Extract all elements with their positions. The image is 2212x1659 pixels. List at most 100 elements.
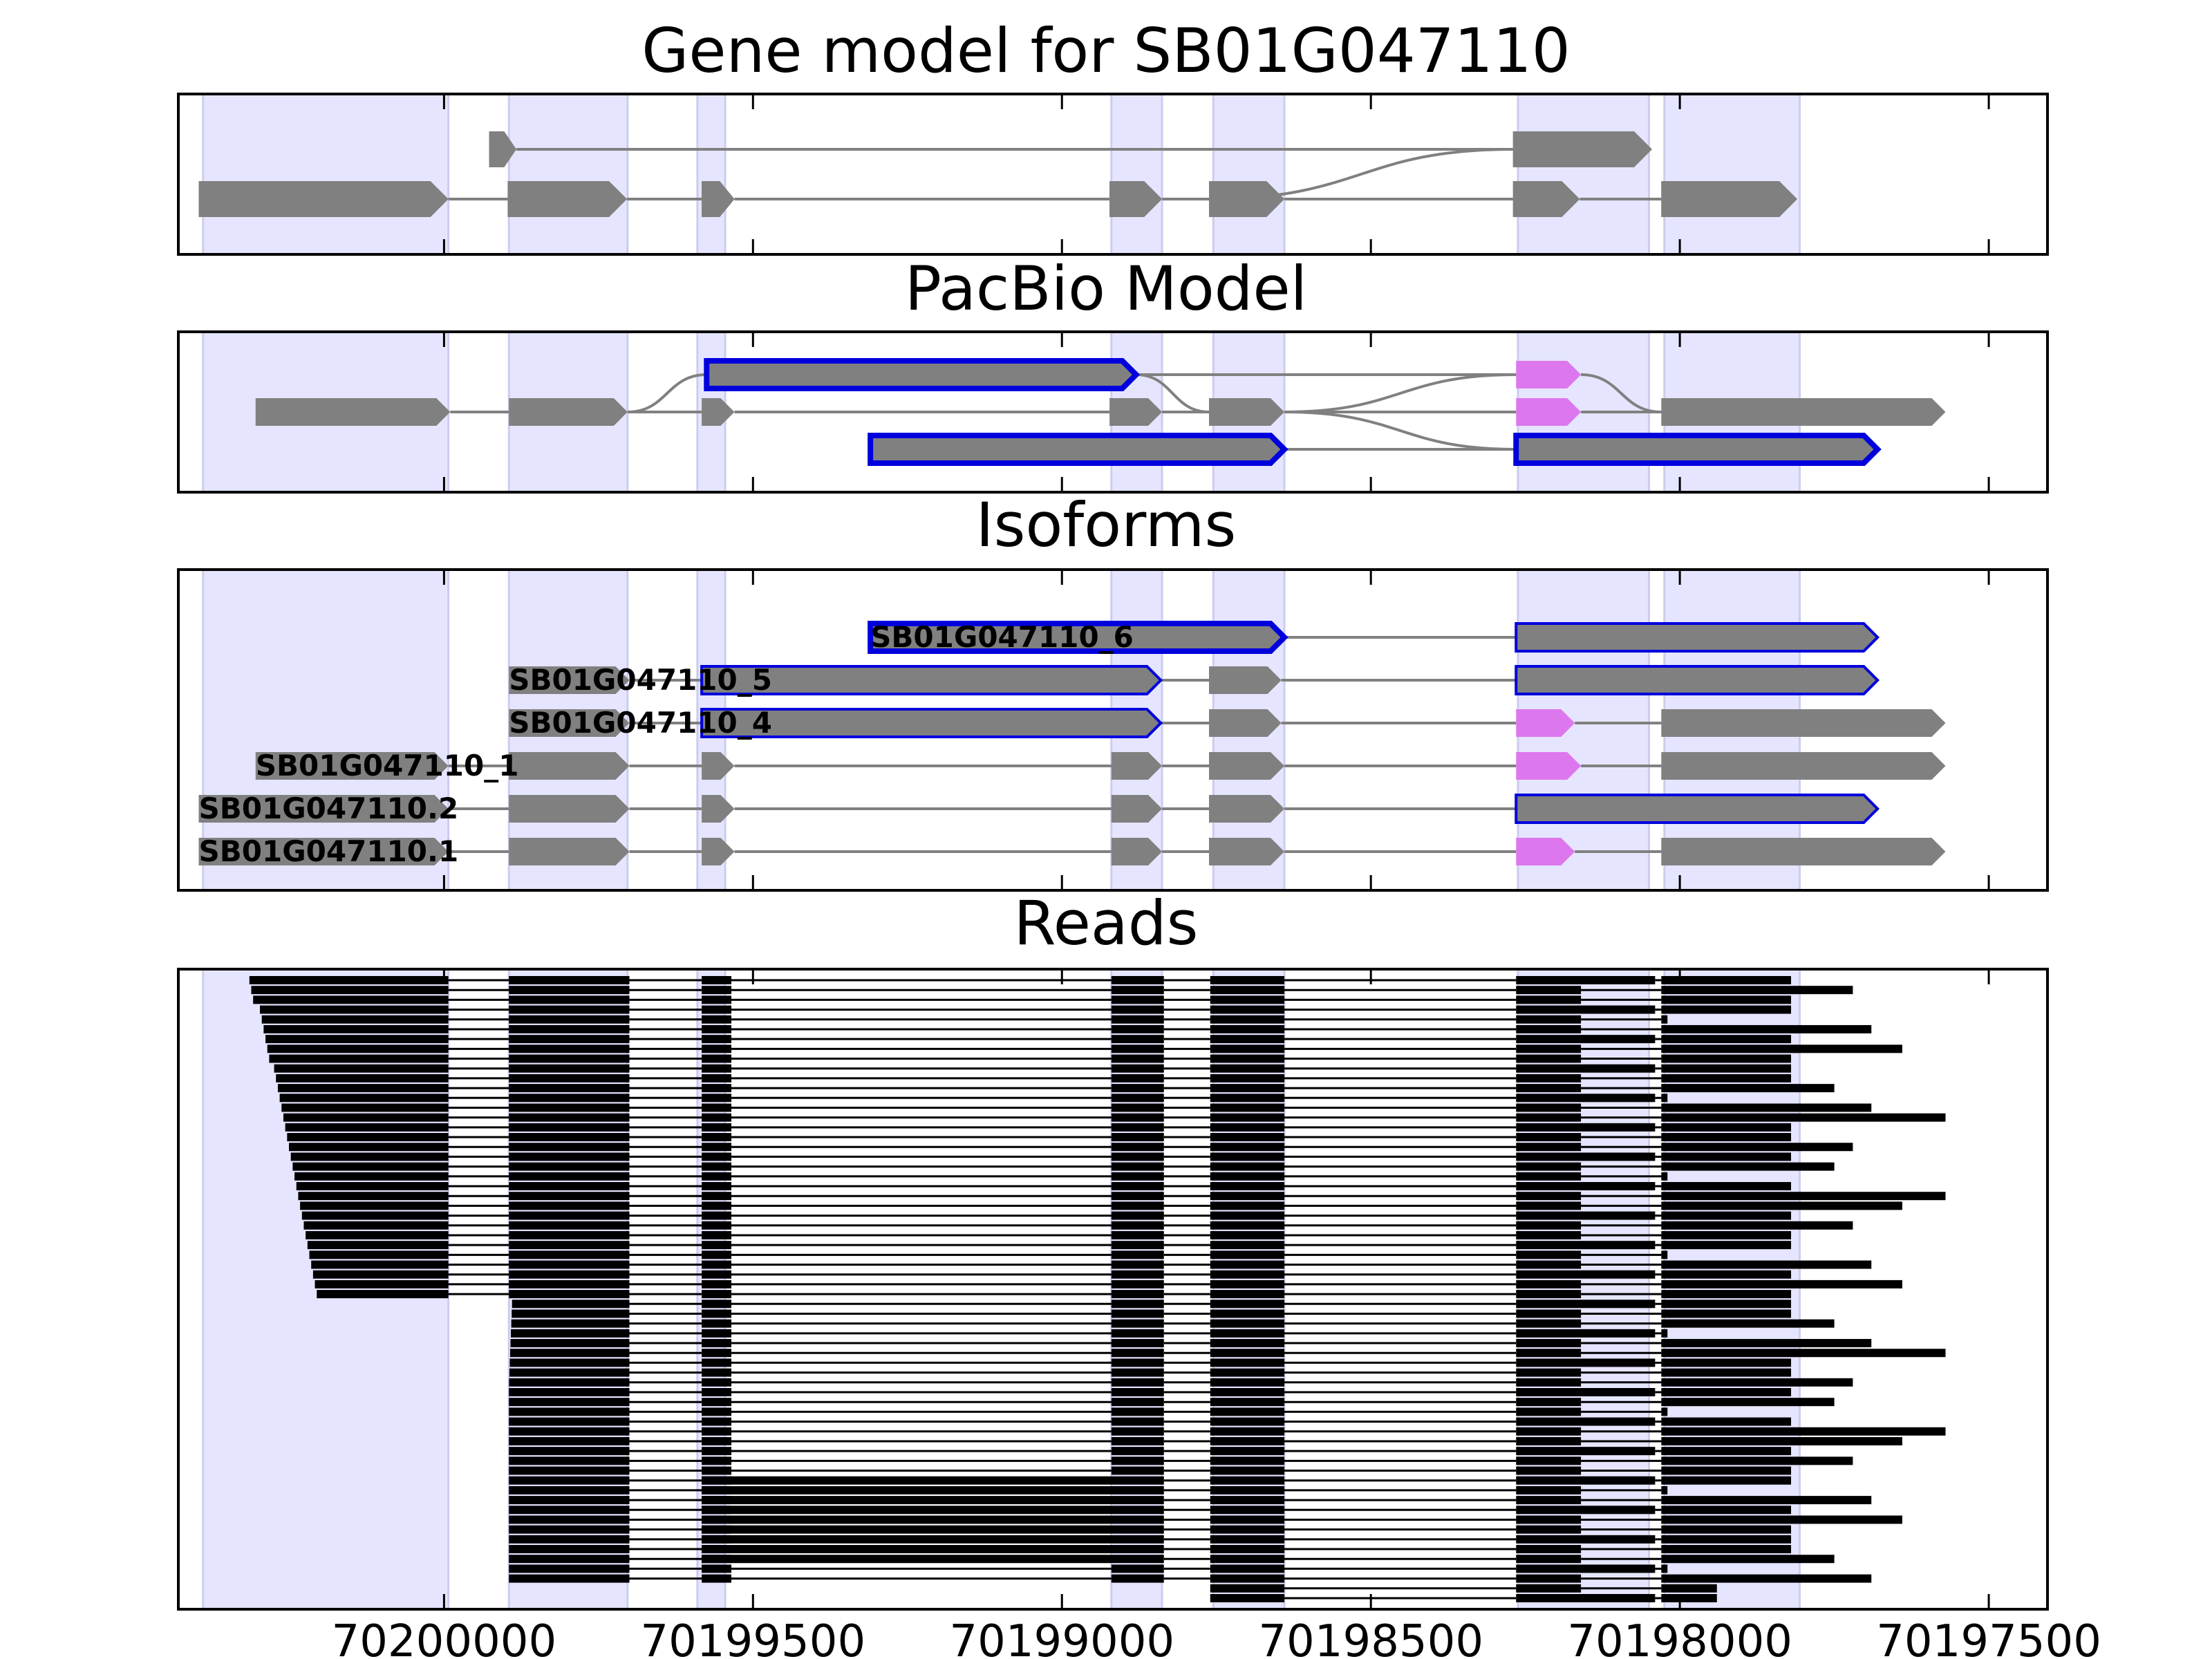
read-block (1661, 1535, 1792, 1544)
read-block (1516, 1260, 1582, 1269)
read-block (509, 1476, 630, 1485)
read-block (702, 995, 732, 1004)
exon-arrow (1513, 433, 1882, 466)
isoform-label: SB01G047110.2 (198, 791, 458, 825)
read-block (702, 1143, 732, 1152)
read-block (1111, 1192, 1164, 1201)
read-block (1111, 1024, 1164, 1033)
isoform-label: SB01G047110_5 (509, 663, 772, 697)
read-block (1210, 1094, 1285, 1103)
read-block (1210, 1035, 1285, 1044)
exon-arrow (700, 665, 1163, 695)
exon-arrow (702, 181, 735, 217)
read-block (1661, 1084, 1835, 1093)
read-block (702, 1054, 732, 1063)
read-block (509, 1535, 630, 1544)
read-block (509, 1407, 630, 1416)
read-block (253, 995, 449, 1004)
read-block (1516, 1005, 1656, 1014)
read-block (1210, 1123, 1285, 1132)
read-block (1516, 1103, 1582, 1112)
read-block (1516, 1024, 1582, 1033)
read-block (1111, 1564, 1164, 1573)
read-block (702, 986, 732, 995)
read-block (702, 1329, 732, 1338)
read-block (1661, 986, 1853, 995)
read-block (1210, 1584, 1285, 1593)
read-block (263, 1024, 449, 1033)
read-block (1516, 1230, 1582, 1239)
read-block (702, 1378, 732, 1387)
read-block (1210, 1545, 1285, 1554)
read-block (509, 1545, 630, 1554)
read-block (1661, 1035, 1792, 1044)
exon-arrow (868, 433, 1288, 466)
read-block (702, 1417, 732, 1426)
exon-arrow (1208, 838, 1285, 865)
read-block (1111, 1290, 1164, 1299)
read-block (509, 1574, 630, 1583)
read-block (1210, 1211, 1285, 1220)
read-block (1516, 1162, 1582, 1171)
read-block (510, 1339, 630, 1348)
read-block (269, 1054, 449, 1063)
exon-arrow (255, 752, 449, 780)
read-block (1661, 1054, 1792, 1063)
read-block (1516, 1044, 1582, 1053)
read-block (1516, 1250, 1582, 1259)
exon-arrow (1208, 752, 1285, 780)
read-block (1516, 1339, 1582, 1348)
read-block (509, 986, 630, 995)
read-block (1516, 1368, 1582, 1377)
read-block (249, 976, 449, 984)
read-block (509, 1280, 630, 1288)
exon-arrow (1515, 794, 1880, 824)
read-block (1210, 1398, 1285, 1407)
read-block (1111, 1230, 1164, 1239)
read-block (702, 1015, 732, 1024)
read-block (1111, 1241, 1164, 1250)
read-block (702, 1133, 732, 1142)
read-block (276, 1074, 449, 1082)
read-block (1516, 1280, 1582, 1288)
read-block (1111, 1436, 1164, 1445)
read-block (509, 1221, 630, 1230)
read-block (1661, 1555, 1835, 1564)
exon-arrow (1208, 709, 1282, 737)
exon-arrow (1661, 838, 1946, 865)
read-block (702, 1349, 732, 1358)
read-block (279, 1094, 449, 1103)
read-block (1111, 1280, 1164, 1288)
read-block (1210, 1594, 1285, 1602)
read-block (702, 1436, 732, 1445)
read-block (1111, 1201, 1164, 1210)
read-block (509, 1427, 630, 1436)
read-block (1111, 1427, 1164, 1436)
read-block (1111, 1447, 1164, 1456)
read-block (509, 1143, 630, 1152)
read-block (1661, 1407, 1668, 1416)
read-block (1661, 1211, 1792, 1220)
read-block (1111, 986, 1164, 995)
exon-arrow (1208, 795, 1285, 823)
read-block (1210, 1230, 1285, 1239)
read-block (300, 1201, 449, 1210)
read-block (1111, 1162, 1164, 1171)
read-block (509, 1496, 630, 1505)
read-block (1111, 1143, 1164, 1152)
read-block (1210, 1436, 1285, 1445)
read-block (1661, 1280, 1902, 1288)
read-block (1111, 1044, 1164, 1053)
read-block (509, 1260, 630, 1269)
read-block (1210, 1485, 1285, 1494)
exon-arrow (198, 838, 449, 865)
exon-region-band (1517, 93, 1650, 256)
read-block (1111, 1329, 1164, 1338)
exon-arrow (1515, 665, 1880, 695)
read-block (1516, 1476, 1656, 1485)
read-block (1661, 1564, 1668, 1573)
read-block (509, 1358, 630, 1367)
read-block (702, 1427, 732, 1436)
read-block (1661, 1064, 1792, 1073)
read-block (1111, 1349, 1164, 1358)
